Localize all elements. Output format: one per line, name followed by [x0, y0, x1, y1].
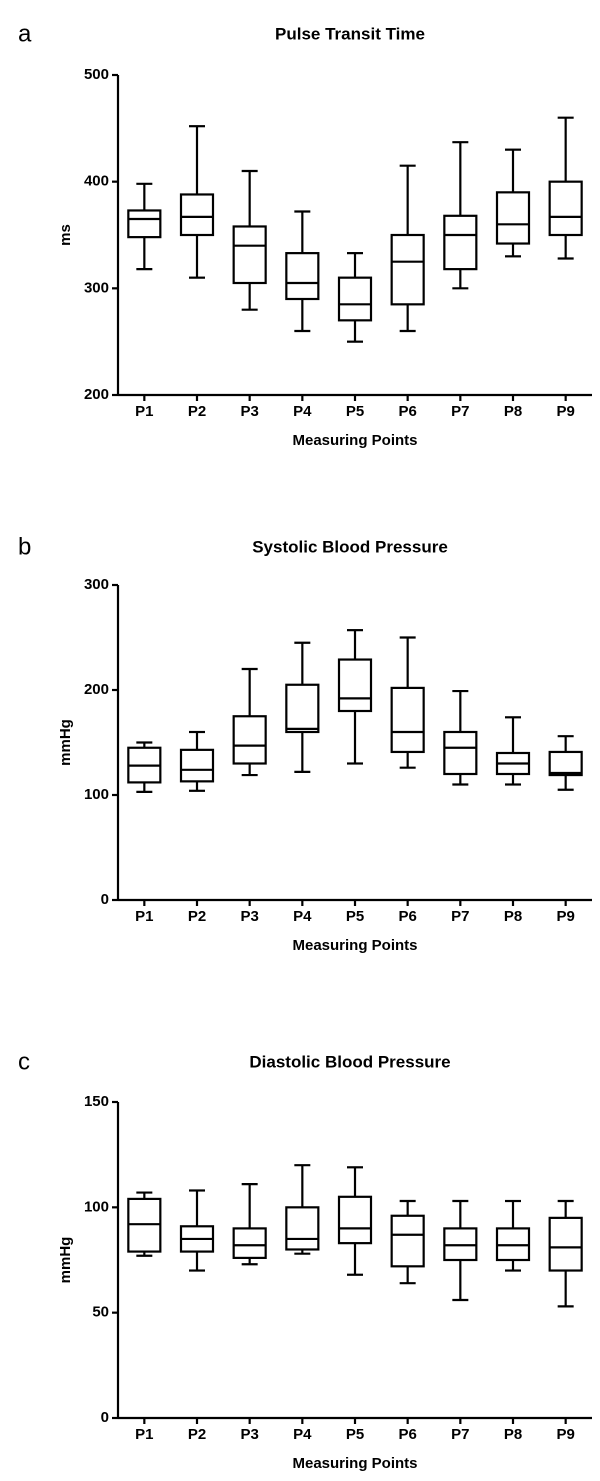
panel-letter: a [18, 20, 32, 47]
box [232, 1227, 267, 1259]
y-tick-label: 500 [84, 66, 109, 83]
box [548, 750, 583, 777]
box [443, 214, 478, 271]
panel-letter: b [18, 533, 31, 560]
y-axis-label: mmHg [57, 1237, 74, 1284]
y-tick-label: 100 [84, 1198, 109, 1215]
y-tick-label: 100 [84, 786, 109, 803]
y-tick-label: 200 [84, 681, 109, 698]
x-axis-label: Measuring Points [292, 937, 417, 954]
box [179, 193, 215, 237]
x-tick-label: P9 [556, 908, 574, 925]
y-tick-label: 300 [84, 576, 109, 593]
x-tick-label: P2 [188, 908, 206, 925]
x-tick-label: P4 [293, 908, 312, 925]
x-tick-label: P9 [556, 1426, 574, 1443]
x-tick-label: P3 [240, 403, 258, 420]
x-tick-label: P8 [504, 1426, 522, 1443]
x-tick-label: P5 [346, 908, 364, 925]
x-tick-label: P4 [293, 403, 312, 420]
chart-title: Diastolic Blood Pressure [249, 1052, 450, 1071]
x-tick-label: P3 [240, 1426, 258, 1443]
x-tick-label: P6 [398, 403, 416, 420]
x-tick-label: P2 [188, 1426, 206, 1443]
box [390, 686, 425, 754]
y-tick-label: 0 [101, 1409, 109, 1426]
y-axis-label: mmHg [57, 719, 74, 766]
x-tick-label: P1 [135, 908, 153, 925]
x-tick-label: P2 [188, 403, 206, 420]
box [337, 1195, 373, 1245]
x-tick-label: P9 [556, 403, 574, 420]
x-axis-label: Measuring Points [292, 1455, 417, 1472]
box [495, 191, 531, 245]
x-tick-label: P7 [451, 908, 469, 925]
y-tick-label: 150 [84, 1093, 109, 1110]
x-tick-label: P7 [451, 403, 469, 420]
y-tick-label: 400 [84, 173, 109, 190]
y-tick-label: 50 [92, 1304, 109, 1321]
box [390, 1214, 425, 1268]
box [285, 683, 320, 734]
x-tick-label: P3 [240, 908, 258, 925]
box [179, 748, 215, 783]
x-tick-label: P8 [504, 908, 522, 925]
box [390, 233, 425, 306]
x-tick-label: P1 [135, 1426, 153, 1443]
x-tick-label: P6 [398, 908, 416, 925]
box [285, 252, 320, 301]
chart-title: Pulse Transit Time [275, 24, 425, 43]
box [443, 730, 478, 776]
x-tick-label: P5 [346, 1426, 364, 1443]
x-tick-label: P1 [135, 403, 153, 420]
y-axis-label: ms [57, 224, 74, 246]
box [285, 1206, 320, 1251]
x-tick-label: P5 [346, 403, 364, 420]
box [337, 658, 373, 713]
x-tick-label: P6 [398, 1426, 416, 1443]
box [232, 715, 267, 765]
y-tick-label: 300 [84, 279, 109, 296]
box [337, 276, 373, 322]
chart-title: Systolic Blood Pressure [252, 537, 448, 556]
y-tick-label: 200 [84, 386, 109, 403]
box [127, 209, 162, 239]
panel-letter: c [18, 1048, 30, 1075]
x-axis-label: Measuring Points [292, 432, 417, 449]
x-tick-label: P8 [504, 403, 522, 420]
box [548, 180, 583, 237]
box [548, 1216, 583, 1272]
y-tick-label: 0 [101, 891, 109, 908]
x-tick-label: P7 [451, 1426, 469, 1443]
box [232, 225, 267, 285]
x-tick-label: P4 [293, 1426, 312, 1443]
